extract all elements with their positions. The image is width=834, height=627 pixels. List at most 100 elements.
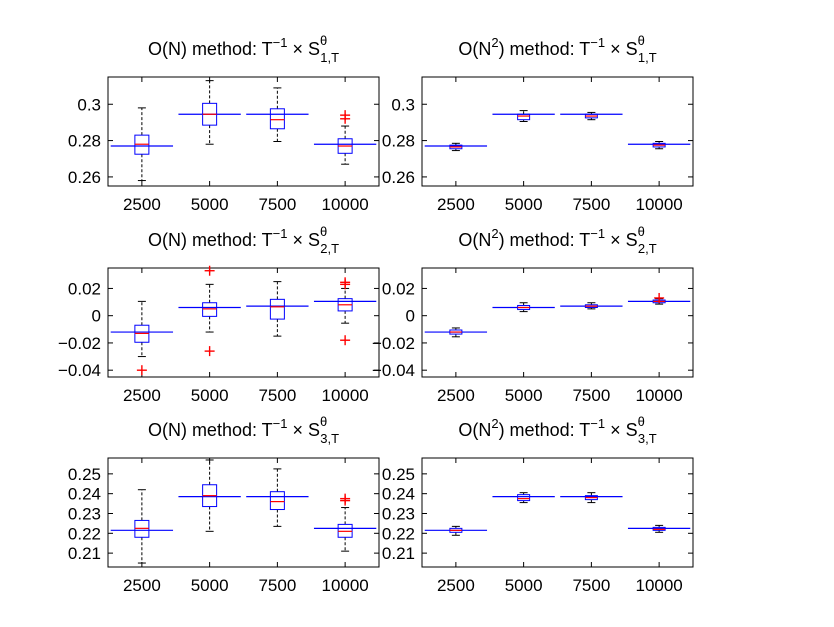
x-tick-label: 2500 bbox=[437, 576, 475, 595]
title-sub: 3,T bbox=[320, 431, 339, 446]
y-tick-label: −0.04 bbox=[372, 361, 415, 380]
y-tick-label: 0.26 bbox=[68, 168, 101, 187]
x-tick-label: 2500 bbox=[123, 195, 161, 214]
title-sup0: 2 bbox=[491, 226, 498, 241]
box bbox=[269, 491, 285, 511]
y-tick-label: 0.24 bbox=[382, 485, 415, 504]
title-prefix: O(N) method: T bbox=[148, 420, 273, 440]
y-tick-label: 0.25 bbox=[382, 465, 415, 484]
title-sub: 3,T bbox=[638, 431, 657, 446]
x-tick-label: 2500 bbox=[437, 386, 475, 405]
subplot-6: 0.210.220.230.240.25 2500 5000 7500 10000 O(N… bbox=[382, 414, 694, 595]
outlier-marker bbox=[136, 365, 147, 376]
subplot-2: 0.26 0.28 0.3 2500 5000 7500 10000 O(N2) method… bbox=[382, 33, 694, 214]
title-sup1: −1 bbox=[273, 416, 288, 431]
chart-title: O(N2) method: T−1 × Sθ 3,T bbox=[458, 414, 656, 446]
x-tick-label: 7500 bbox=[572, 386, 610, 405]
x-tick-label: 2500 bbox=[437, 195, 475, 214]
x-tick-label: 5000 bbox=[191, 386, 229, 405]
outlier-marker bbox=[204, 346, 215, 357]
x-tick-label: 10000 bbox=[635, 386, 682, 405]
title-mid: × S bbox=[287, 420, 320, 440]
title-sup2: θ bbox=[320, 33, 327, 48]
outlier-marker bbox=[204, 265, 215, 276]
title-mid: × S bbox=[287, 39, 320, 59]
title-sup2: θ bbox=[638, 33, 645, 48]
chart-title: O(N) method: T−1 × Sθ 1,T bbox=[148, 33, 339, 65]
axes-frame bbox=[107, 457, 380, 568]
y-tick-label: 0.24 bbox=[68, 485, 101, 504]
title-mid: × S bbox=[605, 420, 638, 440]
title-sub: 2,T bbox=[320, 241, 339, 256]
x-tick-label: 10000 bbox=[635, 576, 682, 595]
y-tick-label: 0.23 bbox=[68, 504, 101, 523]
axes-frame bbox=[107, 76, 380, 187]
y-tick-label: 0.22 bbox=[382, 524, 415, 543]
title-sup1: −1 bbox=[590, 416, 605, 431]
title-sup1: −1 bbox=[273, 35, 288, 50]
y-tick-label: 0.28 bbox=[382, 132, 415, 151]
outlier-marker bbox=[340, 493, 351, 504]
title-mid: × S bbox=[605, 39, 638, 59]
title-prefix: O(N) method: T bbox=[148, 39, 273, 59]
x-tick-label: 7500 bbox=[258, 195, 296, 214]
y-tick-label: 0.23 bbox=[382, 504, 415, 523]
y-tick-label: 0.22 bbox=[68, 524, 101, 543]
x-tick-label: 5000 bbox=[191, 195, 229, 214]
axes-frame bbox=[421, 267, 694, 378]
axes-frame bbox=[107, 267, 380, 378]
title-sup2: θ bbox=[320, 414, 327, 429]
title-sup1: −1 bbox=[273, 226, 288, 241]
outlier-marker bbox=[340, 335, 351, 346]
y-tick-label: 0.21 bbox=[68, 544, 101, 563]
y-tick-label: −0.02 bbox=[372, 334, 415, 353]
box bbox=[517, 113, 531, 121]
x-tick-label: 5000 bbox=[191, 576, 229, 595]
x-tick-label: 7500 bbox=[258, 386, 296, 405]
subplot-1: 0.26 0.28 0.3 2500 5000 7500 10000 O(N) method:… bbox=[68, 33, 380, 214]
y-tick-label: 0 bbox=[92, 307, 101, 326]
chart-title: O(N2) method: T−1 × Sθ 1,T bbox=[458, 33, 656, 65]
y-tick-label: 0.25 bbox=[68, 465, 101, 484]
chart-title: O(N) method: T−1 × Sθ 2,T bbox=[148, 224, 339, 256]
title-sup1: −1 bbox=[590, 226, 605, 241]
title-mid: × S bbox=[605, 230, 638, 250]
x-tick-label: 10000 bbox=[321, 576, 368, 595]
chart-title: O(N2) method: T−1 × Sθ 2,T bbox=[458, 224, 656, 256]
x-tick-label: 5000 bbox=[505, 576, 543, 595]
y-tick-label: 0.21 bbox=[382, 544, 415, 563]
y-tick-label: 0.02 bbox=[68, 279, 101, 298]
title-sup0: 2 bbox=[491, 416, 498, 431]
title-sup2: θ bbox=[320, 224, 327, 239]
y-tick-label: −0.04 bbox=[58, 361, 101, 380]
x-tick-label: 7500 bbox=[572, 195, 610, 214]
y-tick-label: 0.26 bbox=[382, 168, 415, 187]
outlier-marker bbox=[340, 110, 351, 121]
title-mid: × S bbox=[287, 230, 320, 250]
y-tick-label: 0.3 bbox=[391, 95, 415, 114]
title-prefix: O(N) method: T bbox=[148, 230, 273, 250]
x-tick-label: 10000 bbox=[321, 386, 368, 405]
title-sup2: θ bbox=[638, 224, 645, 239]
axes-frame bbox=[421, 457, 694, 568]
box bbox=[269, 108, 285, 130]
title-sup1: −1 bbox=[590, 35, 605, 50]
subplot-5: 0.210.220.230.240.25 2500 5000 7500 10000 O(N… bbox=[68, 414, 380, 595]
box bbox=[269, 298, 285, 320]
title-sub: 2,T bbox=[638, 241, 657, 256]
subplot-3: −0.04 −0.02 0 0.02 2500 5000 7500 10000 O(N) met… bbox=[58, 224, 380, 405]
box bbox=[517, 494, 531, 502]
y-tick-label: −0.02 bbox=[58, 334, 101, 353]
x-tick-label: 7500 bbox=[572, 576, 610, 595]
x-tick-label: 7500 bbox=[258, 576, 296, 595]
y-tick-label: 0.28 bbox=[68, 132, 101, 151]
subplot-4: −0.04 −0.02 0 0.02 2500 5000 7500 10000 O(N2) me… bbox=[372, 224, 694, 405]
chart-title: O(N) method: T−1 × Sθ 3,T bbox=[148, 414, 339, 446]
title-sub: 1,T bbox=[320, 50, 339, 65]
x-tick-label: 2500 bbox=[123, 386, 161, 405]
title-prefix: O(N bbox=[458, 230, 491, 250]
y-tick-label: 0 bbox=[406, 307, 415, 326]
title-sup0: 2 bbox=[491, 35, 498, 50]
title-sup2: θ bbox=[638, 414, 645, 429]
